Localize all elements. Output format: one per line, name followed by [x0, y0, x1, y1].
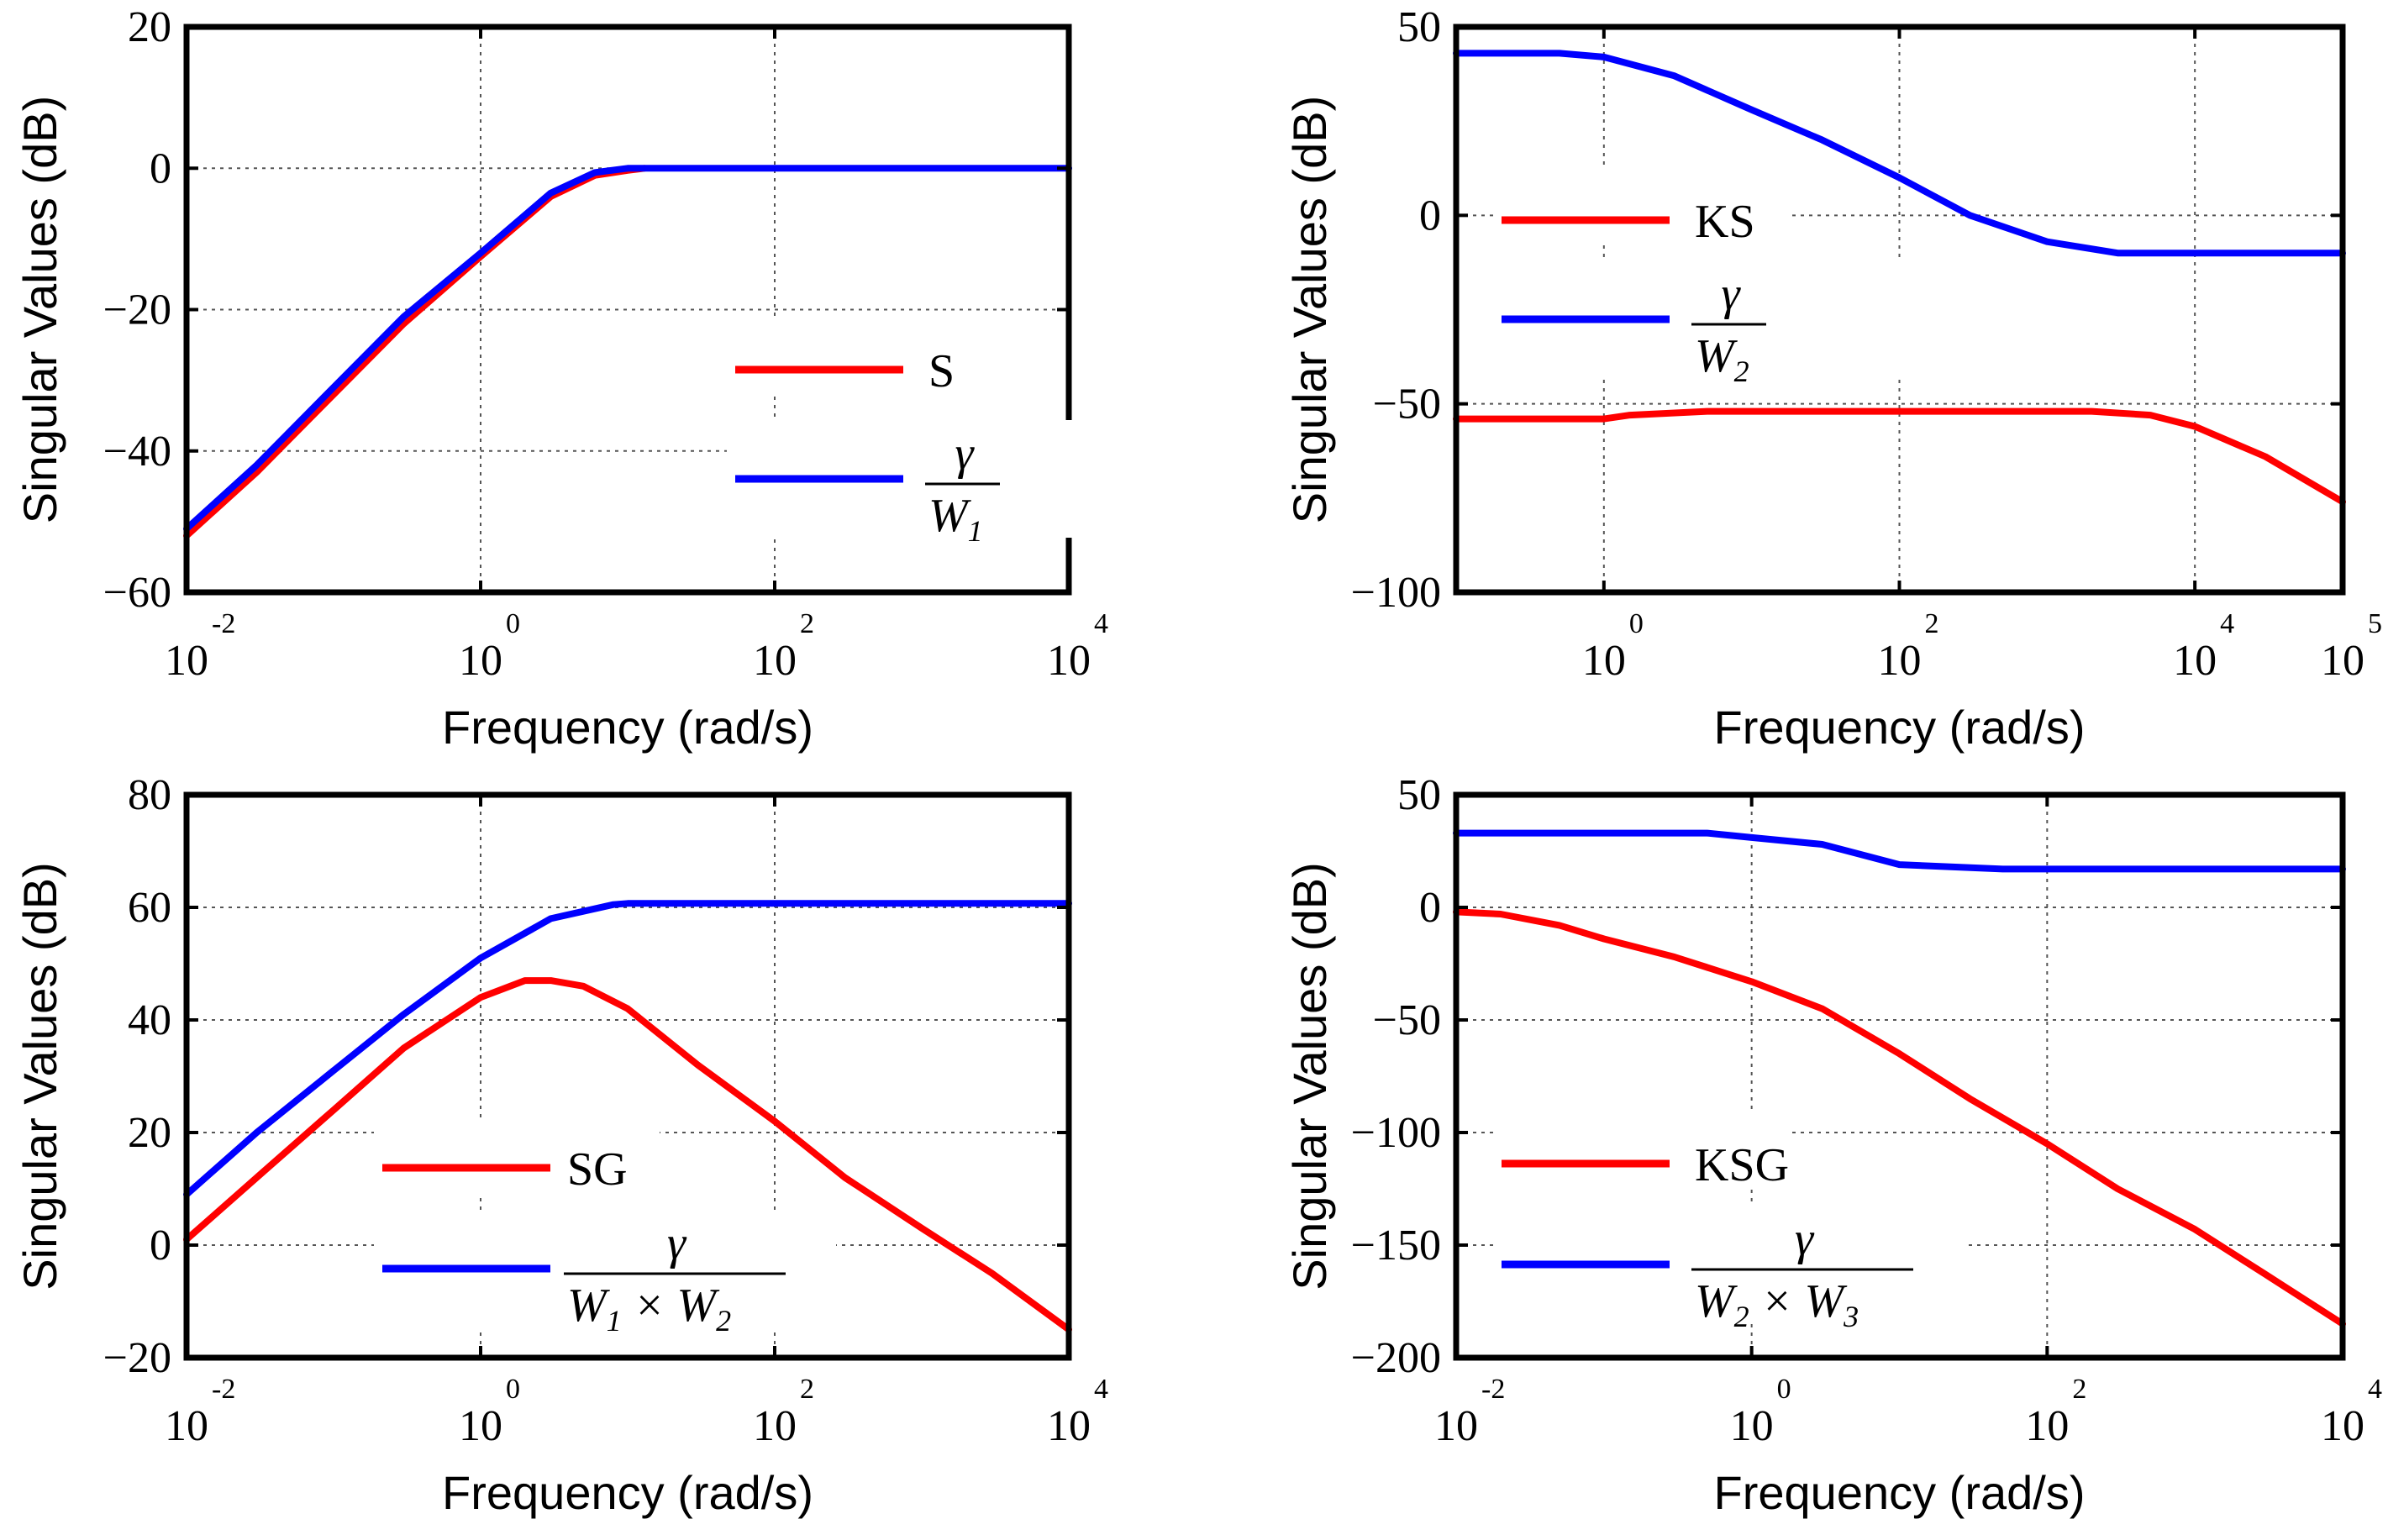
y-tick-label: 50	[1397, 771, 1441, 819]
x-tick-exponent: 4	[2368, 1374, 2382, 1405]
y-tick-label: −60	[103, 569, 171, 617]
x-axis-label: Frequency (rad/s)	[442, 1466, 813, 1519]
y-axis-label: Singular Values (dB)	[13, 862, 66, 1290]
x-tick-exponent: 2	[2072, 1374, 2086, 1405]
legend: SG W1 × W2 γ	[374, 1117, 836, 1338]
y-tick-label: 20	[128, 1109, 171, 1157]
series-line-blue	[1453, 50, 2346, 257]
y-tick-label: 0	[1419, 884, 1441, 932]
legend-bg	[727, 319, 1021, 395]
y-tick-label: −200	[1351, 1334, 1441, 1382]
legend: S W1 γ	[727, 319, 1197, 548]
axes-frame	[1453, 791, 2346, 1361]
y-tick-label: −50	[1373, 996, 1441, 1044]
x-tick-label: 10	[459, 637, 502, 685]
legend-fraction-denominator: W2	[1695, 330, 1749, 388]
x-tick-exponent: 0	[1777, 1374, 1791, 1405]
legend-fraction-numerator: γ	[955, 428, 975, 480]
x-tick-label: 10	[2321, 637, 2364, 685]
x-tick-label: 10	[1582, 637, 1626, 685]
legend-fraction-numerator: γ	[1795, 1213, 1815, 1265]
x-tick-exponent: -2	[212, 1374, 235, 1405]
legend: KS W2 γ	[1493, 170, 1964, 388]
chart-panel-4: 500−50−100−150−20010-2100102104Frequency…	[1283, 771, 2382, 1519]
legend-fraction-denominator: W1 × W2	[567, 1280, 731, 1338]
series-line-red	[1453, 908, 2346, 1327]
legend-fraction-denominator: W2 × W3	[1695, 1275, 1859, 1333]
series-line-red	[1453, 407, 2346, 506]
y-tick-label: −20	[103, 1334, 171, 1382]
y-tick-label: 50	[1397, 3, 1441, 51]
series-line-blue	[183, 165, 1072, 533]
y-tick-label: −40	[103, 428, 171, 476]
x-axis-label: Frequency (rad/s)	[1714, 701, 2086, 754]
series-line-red	[183, 165, 648, 539]
legend-bg	[1493, 170, 1787, 245]
x-tick-label: 10	[1878, 637, 1922, 685]
x-tick-label: 10	[1047, 1402, 1091, 1450]
x-axis-label: Frequency (rad/s)	[442, 701, 813, 754]
x-tick-exponent: -2	[1481, 1374, 1505, 1405]
legend-label: KS	[1695, 196, 1755, 248]
legend-fraction-denominator: W1	[928, 490, 983, 548]
legend-label: SG	[567, 1143, 628, 1196]
x-tick-exponent: 4	[2220, 608, 2234, 639]
legend-label: S	[928, 345, 955, 397]
x-tick-label: 10	[2173, 637, 2217, 685]
x-tick-label: 10	[165, 1402, 208, 1450]
y-tick-label: −150	[1351, 1222, 1441, 1269]
series-line-blue	[183, 900, 1072, 1198]
x-tick-label: 10	[459, 1402, 502, 1450]
y-tick-label: 0	[1419, 192, 1441, 239]
legend-bg	[1493, 1113, 1787, 1189]
y-axis-label: Singular Values (dB)	[13, 96, 66, 523]
x-tick-label: 10	[1434, 1402, 1478, 1450]
x-tick-exponent: 2	[800, 1374, 814, 1405]
x-tick-label: 10	[2025, 1402, 2069, 1450]
y-axis-label: Singular Values (dB)	[1283, 862, 1336, 1290]
x-axis-label: Frequency (rad/s)	[1714, 1466, 2086, 1519]
x-tick-exponent: 4	[1094, 1374, 1108, 1405]
legend-bg	[374, 1117, 660, 1193]
x-tick-exponent: 2	[1925, 608, 1939, 639]
y-tick-label: −20	[103, 286, 171, 334]
legend: KSG W2 × W3 γ	[1493, 1113, 1964, 1333]
x-tick-label: 10	[753, 1402, 797, 1450]
series-line-blue	[1453, 829, 2346, 873]
x-tick-label: 10	[2321, 1402, 2364, 1450]
y-tick-label: −100	[1351, 569, 1441, 617]
x-tick-exponent: 2	[800, 608, 814, 639]
x-tick-exponent: 0	[506, 1374, 520, 1405]
x-tick-exponent: 5	[2368, 608, 2382, 639]
x-tick-label: 10	[753, 637, 797, 685]
y-tick-label: 20	[128, 3, 171, 51]
y-axis-label: Singular Values (dB)	[1283, 96, 1336, 523]
x-tick-exponent: -2	[212, 608, 235, 639]
legend-fraction-numerator: γ	[667, 1217, 687, 1269]
y-tick-label: −100	[1351, 1109, 1441, 1157]
y-tick-label: 40	[128, 996, 171, 1044]
x-tick-exponent: 0	[1629, 608, 1644, 639]
x-tick-label: 10	[165, 637, 208, 685]
y-tick-label: 0	[150, 145, 171, 192]
y-tick-label: −50	[1373, 381, 1441, 428]
y-tick-label: 80	[128, 771, 171, 819]
y-tick-label: 60	[128, 884, 171, 932]
x-tick-label: 10	[1047, 637, 1091, 685]
y-tick-label: 0	[150, 1222, 171, 1269]
series-line-red	[183, 977, 1072, 1333]
x-tick-exponent: 0	[506, 608, 520, 639]
axes-frame	[183, 791, 1072, 1361]
x-tick-exponent: 4	[1094, 608, 1108, 639]
x-tick-label: 10	[1730, 1402, 1774, 1450]
legend-fraction-numerator: γ	[1721, 268, 1741, 320]
legend-label: KSG	[1695, 1139, 1789, 1191]
